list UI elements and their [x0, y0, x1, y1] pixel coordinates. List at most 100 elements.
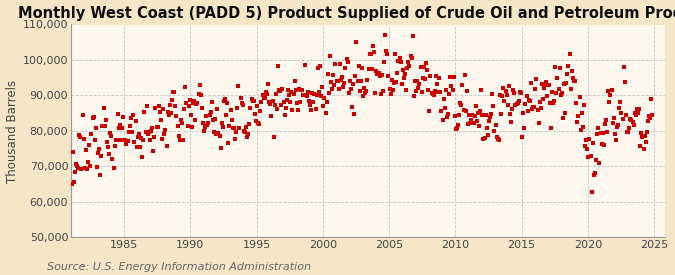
Point: [596, 142, 607, 147]
Point: [264, 100, 275, 104]
Point: [184, 98, 195, 102]
Point: [120, 142, 131, 147]
Point: [529, 105, 539, 109]
Point: [396, 60, 406, 64]
Point: [644, 114, 655, 118]
Point: [215, 146, 226, 151]
Point: [238, 129, 249, 133]
Point: [387, 87, 398, 92]
Point: [70, 169, 80, 174]
Point: [73, 166, 84, 170]
Point: [171, 114, 182, 119]
Point: [599, 143, 610, 147]
Point: [259, 96, 269, 100]
Point: [196, 106, 207, 110]
Point: [256, 100, 267, 104]
Point: [115, 123, 126, 127]
Point: [227, 126, 238, 130]
Point: [321, 100, 332, 105]
Point: [300, 93, 311, 97]
Point: [445, 75, 456, 79]
Point: [353, 64, 364, 68]
Point: [580, 138, 591, 142]
Point: [535, 105, 546, 110]
Point: [624, 126, 634, 130]
Point: [478, 136, 489, 141]
Point: [551, 91, 562, 95]
Point: [641, 140, 651, 145]
Point: [116, 138, 127, 143]
Point: [400, 72, 410, 76]
Point: [521, 94, 532, 98]
Point: [591, 158, 601, 163]
Point: [550, 65, 561, 69]
Point: [236, 100, 247, 105]
Point: [75, 135, 86, 139]
Point: [292, 101, 302, 105]
Point: [141, 103, 152, 108]
Point: [545, 126, 556, 131]
Point: [295, 100, 306, 104]
Point: [356, 79, 367, 83]
Point: [391, 80, 402, 84]
Point: [519, 126, 530, 130]
Point: [429, 93, 439, 97]
Point: [122, 139, 133, 143]
Point: [217, 125, 228, 129]
Point: [232, 106, 242, 110]
Point: [80, 166, 90, 170]
Point: [280, 105, 291, 110]
Point: [575, 128, 586, 132]
Point: [483, 119, 494, 124]
Point: [504, 84, 514, 89]
Point: [625, 117, 636, 122]
Point: [304, 99, 315, 103]
Point: [96, 153, 107, 158]
Point: [235, 96, 246, 100]
Point: [432, 82, 443, 86]
Point: [109, 144, 120, 148]
Point: [350, 74, 360, 78]
Point: [277, 86, 288, 91]
Point: [230, 137, 240, 142]
Point: [146, 126, 157, 130]
Point: [137, 155, 148, 159]
Point: [80, 148, 91, 152]
Point: [394, 55, 405, 60]
Point: [418, 65, 429, 69]
Point: [491, 134, 502, 139]
Point: [604, 100, 615, 104]
Point: [620, 113, 631, 117]
Point: [223, 141, 234, 145]
Point: [150, 106, 161, 110]
Point: [97, 124, 108, 128]
Point: [599, 122, 610, 126]
Point: [382, 52, 393, 56]
Point: [211, 132, 221, 136]
Point: [261, 90, 271, 94]
Point: [510, 102, 521, 107]
Point: [290, 88, 301, 92]
Point: [495, 93, 506, 97]
Point: [142, 132, 153, 136]
Point: [436, 108, 447, 113]
Point: [541, 80, 551, 84]
Point: [634, 107, 645, 112]
Point: [182, 123, 193, 128]
Point: [85, 164, 96, 168]
Point: [219, 97, 230, 101]
Point: [289, 79, 300, 83]
Point: [459, 73, 470, 77]
Point: [470, 104, 481, 108]
Point: [113, 125, 124, 130]
Point: [543, 82, 554, 87]
Point: [107, 157, 118, 161]
Point: [540, 82, 551, 87]
Point: [122, 139, 132, 143]
Point: [92, 151, 103, 155]
Point: [454, 113, 464, 117]
Point: [304, 103, 315, 107]
Point: [559, 82, 570, 86]
Point: [354, 89, 365, 93]
Point: [507, 106, 518, 111]
